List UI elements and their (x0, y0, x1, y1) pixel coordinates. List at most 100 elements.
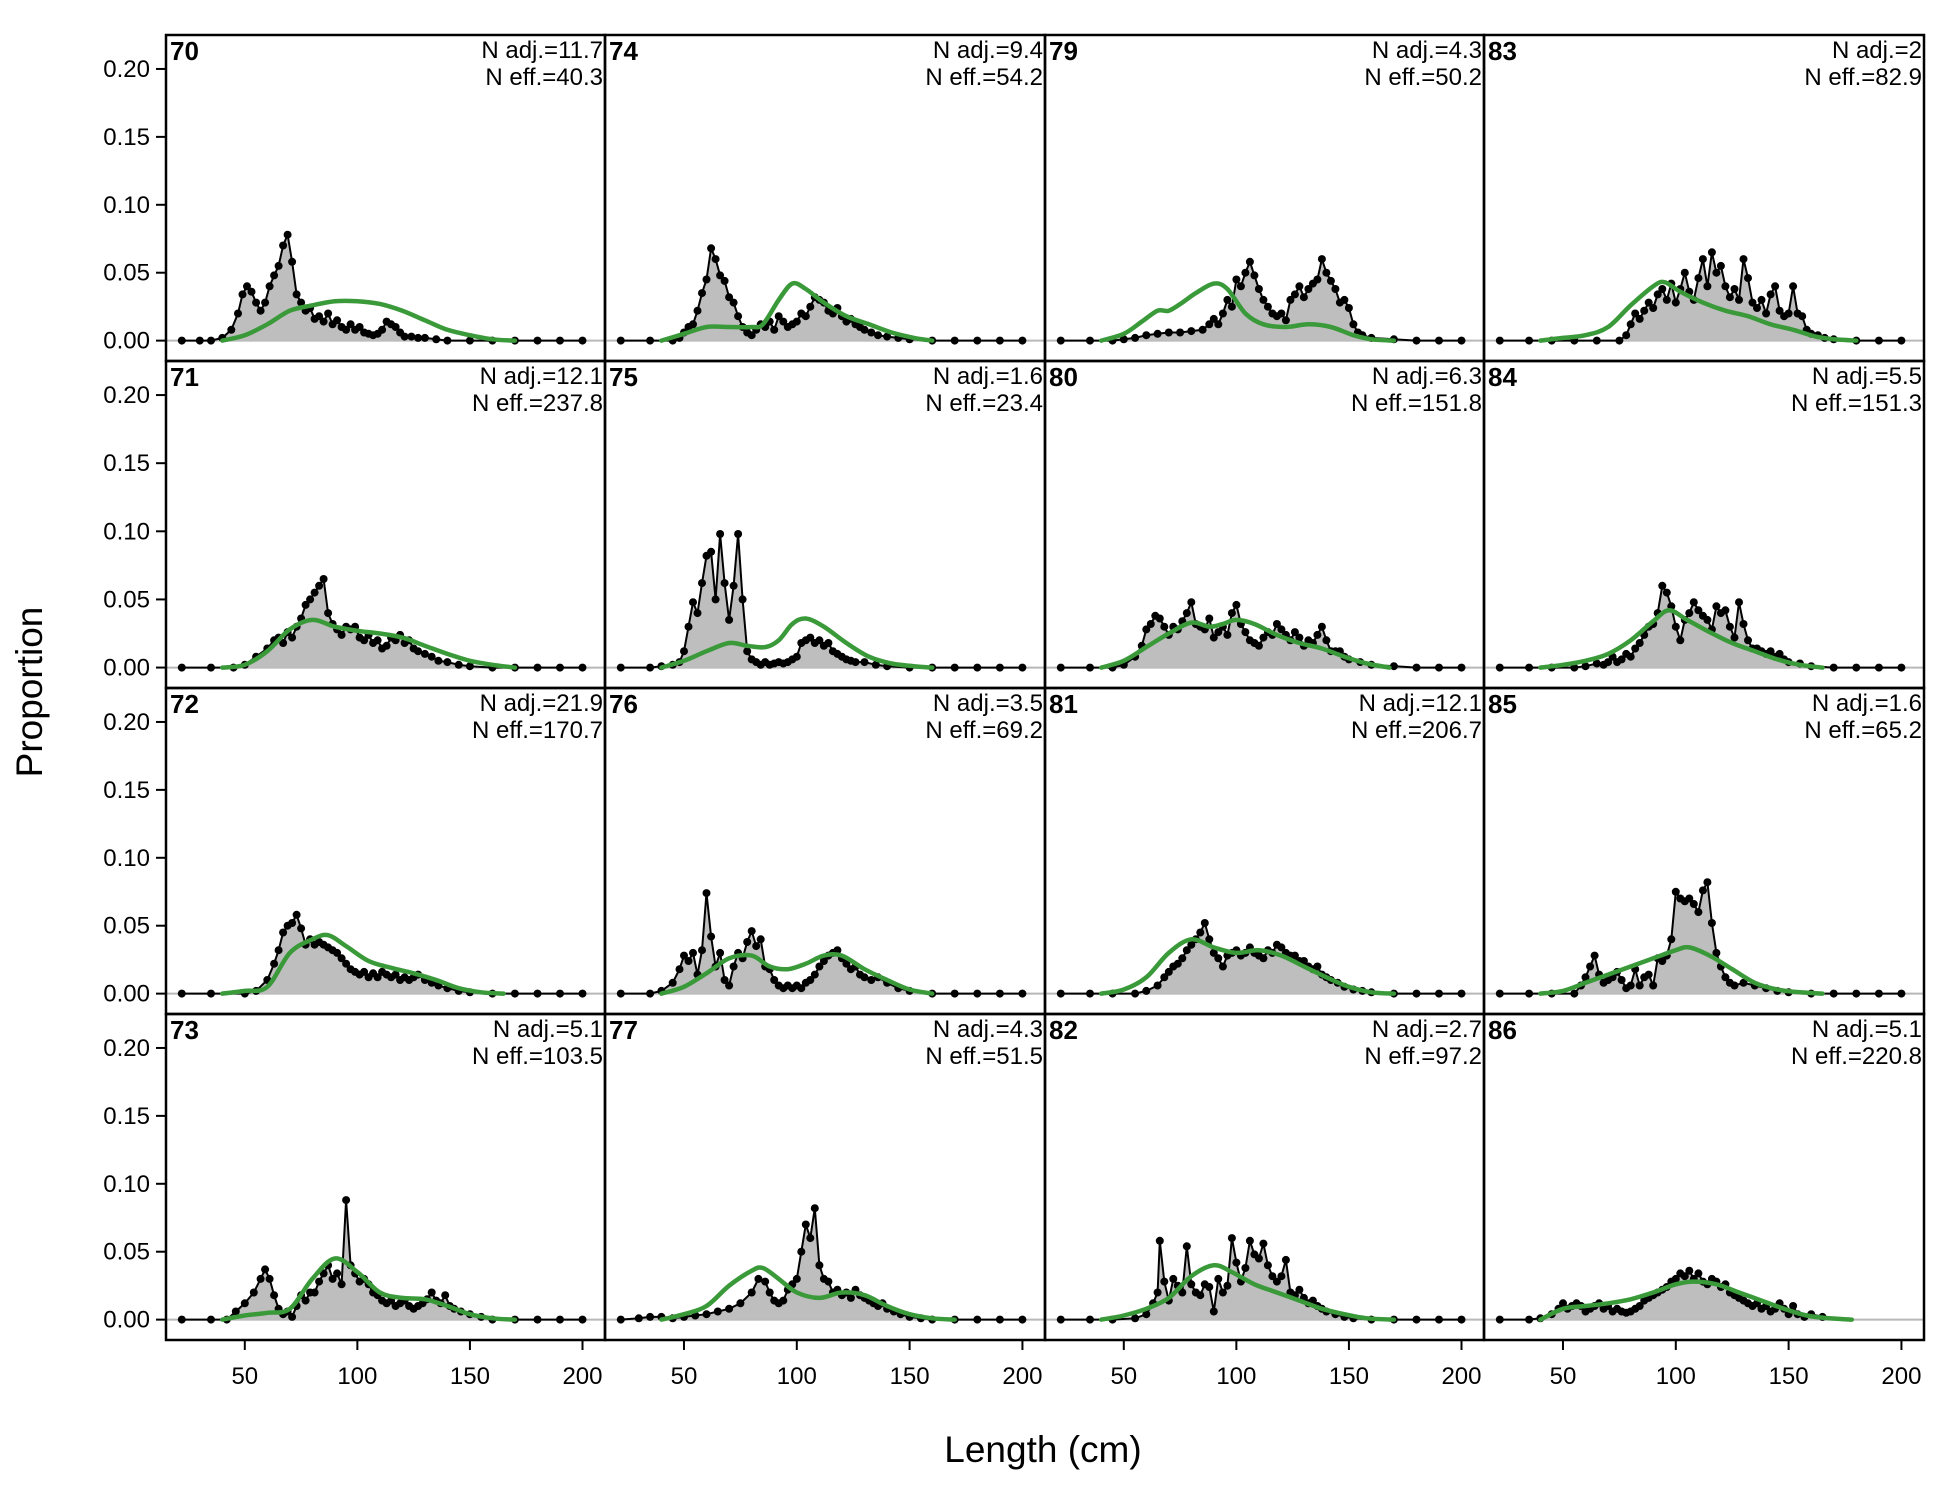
observed-point (716, 948, 725, 957)
panel-83: 83 N adj.=2N eff.=82.9 (1482, 33, 1926, 363)
observed-point (465, 662, 474, 671)
observed-point (1649, 304, 1658, 312)
observed-point (1495, 989, 1504, 998)
observed-point (842, 959, 851, 968)
n-adj-label: N adj.=11.7 (481, 37, 603, 64)
observed-point (240, 1299, 249, 1308)
observed-point (1662, 295, 1671, 304)
observed-point (689, 598, 697, 607)
observed-point (680, 951, 688, 960)
y-tick-label: 0.15 (103, 124, 150, 151)
observed-point (698, 946, 706, 955)
observed-point (995, 663, 1004, 672)
observed-point (427, 1288, 436, 1297)
observed-point (1254, 641, 1263, 650)
observed-point (454, 660, 463, 669)
observed-point (1739, 620, 1748, 628)
observed-point (815, 1261, 824, 1270)
observed-point (743, 647, 752, 656)
observed-point (725, 981, 734, 990)
observed-point (824, 1277, 833, 1286)
y-tick-label: 0.05 (103, 1239, 150, 1266)
observed-area (620, 248, 1023, 341)
observed-point (227, 325, 236, 334)
observed-point (693, 306, 702, 315)
observed-point (207, 989, 215, 998)
observed-point (1277, 1272, 1286, 1281)
n-adj-label: N adj.=12.1 (480, 363, 603, 390)
observed-point (1259, 954, 1268, 963)
observed-point (736, 1299, 745, 1308)
observed-point (1227, 609, 1236, 618)
y-tick-label: 0.15 (103, 1103, 150, 1130)
y-tick-label: 0.20 (103, 709, 150, 736)
observed-point (720, 276, 729, 285)
observed-point (324, 309, 333, 318)
observed-point (1739, 978, 1748, 987)
observed-point (1703, 615, 1712, 624)
observed-point (319, 575, 328, 583)
observed-point (1644, 970, 1653, 979)
observed-point (973, 1315, 982, 1324)
observed-point (646, 663, 655, 672)
observed-point (725, 1304, 734, 1313)
n-adj-label: N adj.=5.1 (493, 1016, 603, 1043)
observed-point (315, 312, 324, 321)
n-eff-label: N eff.=151.8 (1351, 390, 1482, 417)
n-adj-label: N adj.=12.1 (1359, 690, 1482, 717)
observed-point (693, 609, 702, 618)
observed-point (400, 332, 409, 341)
observed-point (1748, 298, 1757, 307)
observed-point (1182, 609, 1191, 618)
y-tick-label: 0.00 (103, 981, 150, 1008)
observed-point (1245, 257, 1254, 266)
observed-point (1592, 659, 1601, 668)
expected-line (659, 280, 935, 343)
observed-point (1331, 285, 1340, 293)
panel-72: 72 N adj.=21.9N eff.=170.7 (164, 686, 607, 1016)
observed-point (1581, 662, 1590, 671)
observed-point (1317, 255, 1326, 264)
observed-point (1676, 636, 1685, 645)
observed-point (279, 928, 288, 937)
observed-point (1322, 268, 1331, 277)
observed-point (1457, 989, 1466, 998)
observed-point (1209, 1307, 1218, 1316)
observed-area (181, 914, 583, 994)
observed-point (1056, 989, 1065, 998)
observed-point (1142, 986, 1151, 995)
n-adj-label: N adj.=4.3 (933, 1016, 1043, 1043)
observed-point (1757, 295, 1766, 304)
observed-point (1313, 962, 1322, 971)
observed-point (1635, 314, 1644, 323)
observed-point (729, 962, 738, 971)
observed-point (1223, 630, 1232, 639)
observed-point (973, 336, 982, 345)
observed-point (1721, 973, 1730, 982)
observed-point (1153, 329, 1162, 338)
observed-point (1142, 625, 1151, 634)
observed-point (616, 1315, 625, 1324)
panel-79: 79 N adj.=4.3N eff.=50.2 (1043, 33, 1486, 363)
x-tick-label: 150 (1329, 1363, 1369, 1390)
observed-point (646, 1312, 655, 1321)
observed-point (1753, 304, 1761, 312)
observed-point (1198, 325, 1207, 334)
panel-id-label: 74 (609, 36, 638, 66)
observed-point (382, 641, 391, 650)
observed-point (1349, 320, 1358, 329)
observed-point (1626, 320, 1635, 329)
observed-point (1389, 662, 1398, 671)
observed-point (1272, 1277, 1281, 1286)
observed-point (297, 924, 306, 933)
observed-point (1254, 1254, 1263, 1263)
observed-point (1277, 943, 1286, 952)
observed-area (181, 579, 583, 668)
observed-point (1897, 989, 1906, 998)
observed-point (752, 942, 761, 951)
y-tick-label: 0.05 (103, 586, 150, 613)
observed-point (378, 325, 387, 334)
expected-line (659, 616, 935, 670)
x-tick-label: 100 (777, 1363, 817, 1390)
panel-id-label: 79 (1049, 36, 1078, 66)
